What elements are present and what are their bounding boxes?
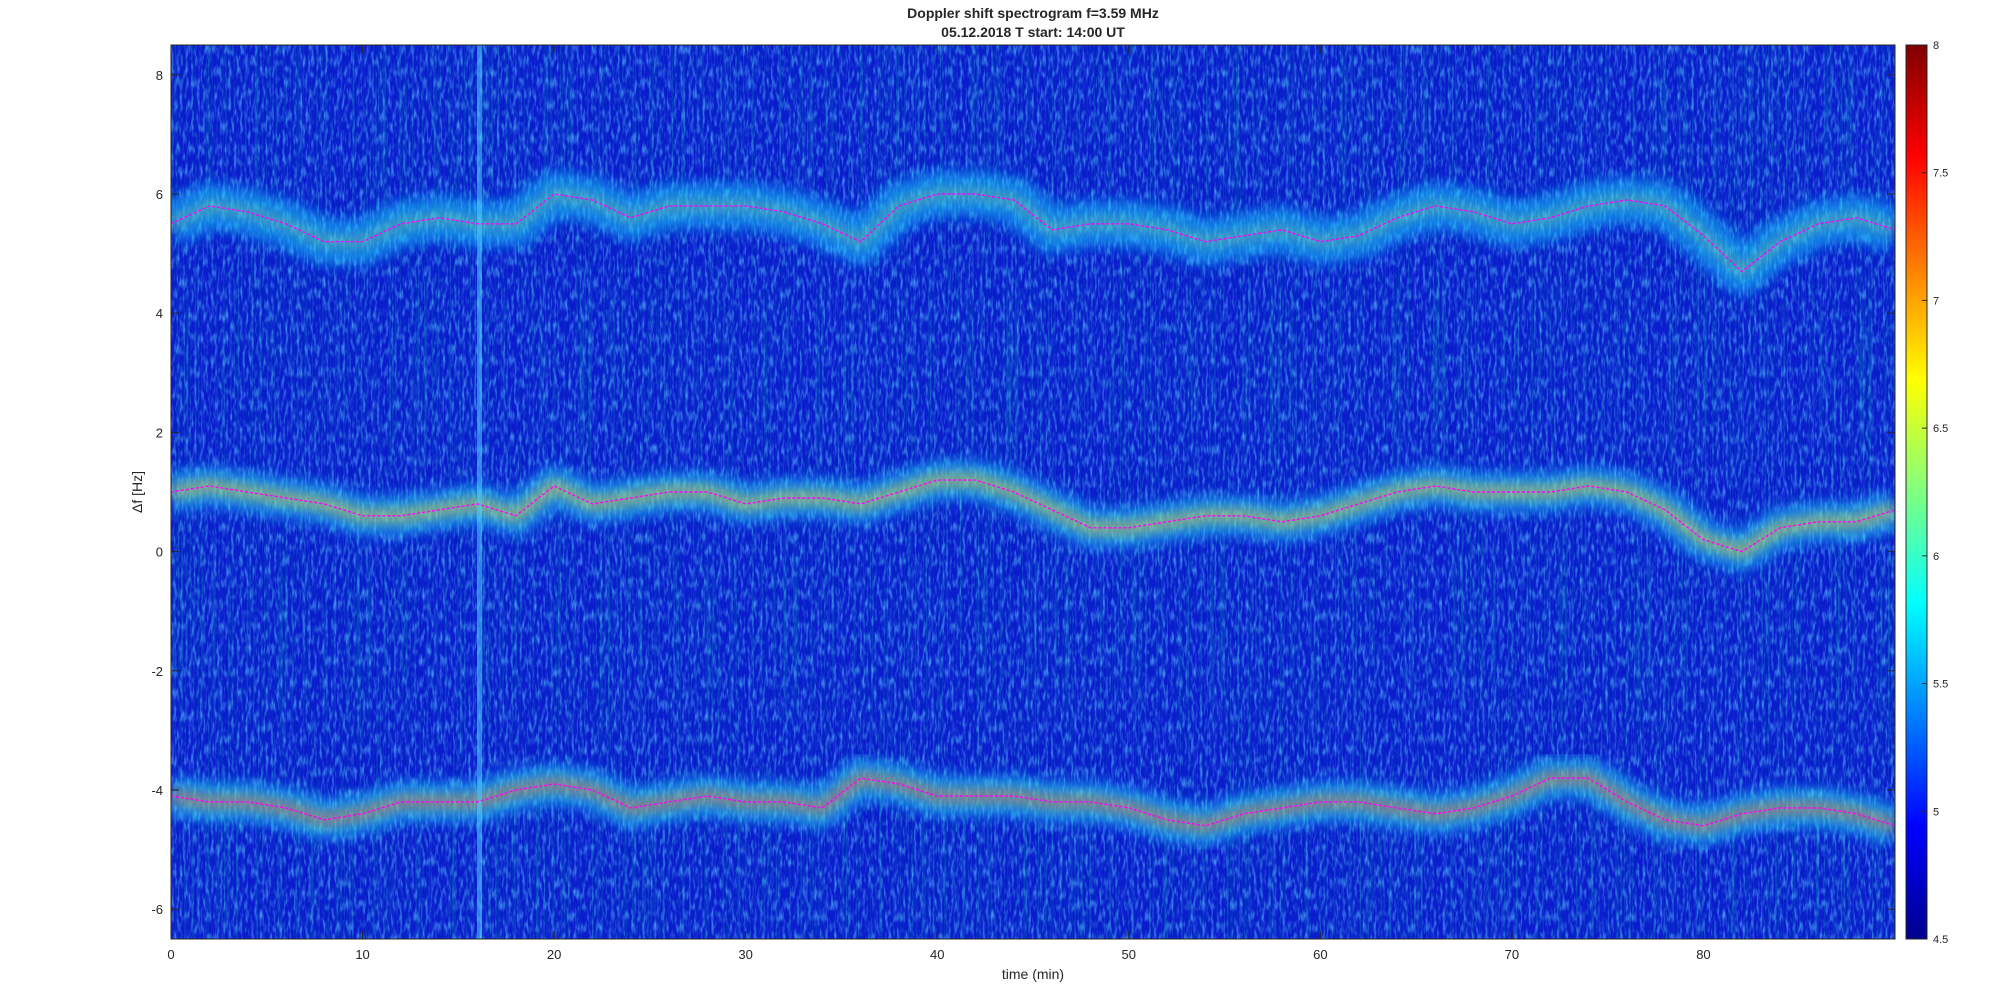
y-tick-label: 4 <box>156 306 163 321</box>
y-tick-label: 0 <box>156 545 163 560</box>
x-tick-label: 70 <box>1505 947 1519 962</box>
colorbar <box>1905 44 1928 940</box>
colorbar-tick-label: 5 <box>1933 806 1939 818</box>
chart-subtitle: 05.12.2018 T start: 14:00 UT <box>941 24 1125 40</box>
y-axis-label: Δf [Hz] <box>129 471 145 513</box>
chart-title: Doppler shift spectrogram f=3.59 MHz <box>907 5 1159 21</box>
x-tick-label: 60 <box>1313 947 1327 962</box>
y-tick-label: 6 <box>156 187 163 202</box>
colorbar-tick-label: 7 <box>1933 295 1939 307</box>
y-tick-label: 8 <box>156 68 163 83</box>
series-line <box>171 193 1895 273</box>
x-tick-label: 20 <box>547 947 561 962</box>
x-tick-label: 30 <box>738 947 752 962</box>
series-layer <box>171 193 1895 827</box>
x-tick-label: 40 <box>930 947 944 962</box>
colorbar-tick-label: 5.5 <box>1933 679 1948 691</box>
y-tick-label: -2 <box>151 664 163 679</box>
interference-stripe <box>477 45 482 939</box>
colorbar-tick-label: 4.5 <box>1933 934 1948 946</box>
y-tick-label: -6 <box>151 902 163 917</box>
x-axis: 0 10 20 30 40 50 60 70 80 <box>167 45 1711 962</box>
plot-frame <box>170 44 1896 940</box>
y-axis: 8 6 4 2 0 -2 -4 -6 <box>151 68 1895 917</box>
plot-area <box>171 45 1895 939</box>
colorbar-tick-label: 6 <box>1933 551 1939 563</box>
x-tick-label: 10 <box>355 947 369 962</box>
colorbar-tick-label: 8 <box>1933 40 1939 52</box>
x-tick-label: 0 <box>167 947 174 962</box>
colorbar-tick-label: 7.5 <box>1933 168 1948 180</box>
series-line <box>171 479 1895 553</box>
x-axis-label: time (min) <box>1002 966 1064 982</box>
x-tick-label: 80 <box>1696 947 1710 962</box>
colorbar-ticks: 8 7.5 7 6.5 6 5.5 5 4.5 <box>1922 40 1948 946</box>
colorbar-tick-label: 6.5 <box>1933 423 1948 435</box>
y-tick-label: -4 <box>151 783 163 798</box>
y-tick-label: 2 <box>156 425 163 440</box>
x-tick-label: 50 <box>1122 947 1136 962</box>
series-line <box>171 777 1895 827</box>
